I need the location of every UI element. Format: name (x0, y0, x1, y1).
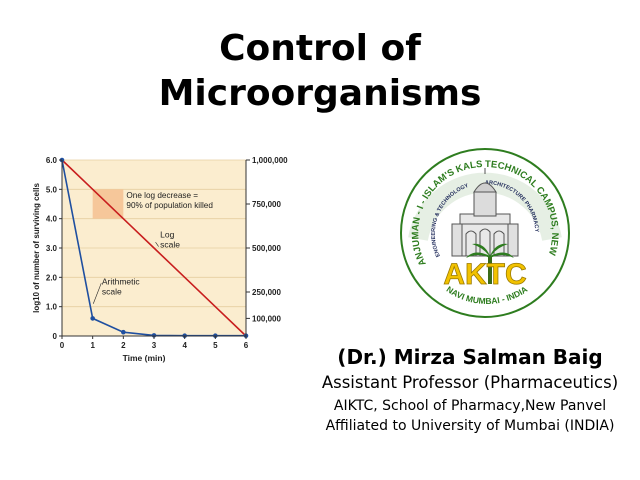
author-school: AIKTC, School of Pharmacy,New Panvel (333, 398, 607, 414)
x-tick-label: 6 (244, 341, 249, 350)
author-name: (Dr.) Mirza Salman Baig (337, 345, 603, 369)
series-point (90, 316, 95, 321)
x-tick-label: 3 (152, 341, 157, 350)
x-tick-label: 1 (90, 341, 95, 350)
author-affiliation: Affiliated to University of Mumbai (INDI… (325, 418, 615, 434)
survival-curve-chart: One log decrease = 90% of population kill… (30, 146, 306, 366)
series-point (121, 329, 126, 335)
y-tick-label: 4.0 (46, 215, 58, 224)
y-tick-label: 2.0 (46, 273, 58, 282)
logo-svg: ANJUMAN - I - ISLAM'S KALSEKAR TECHNICAL… (393, 136, 570, 318)
series-point (151, 333, 157, 338)
y-right-tick-label: 750,000 (252, 200, 281, 209)
y-tick-label: 5.0 (46, 185, 58, 194)
series-label-log: Log (160, 230, 174, 240)
annotation-text: 90% of population killed (126, 201, 213, 210)
chart-svg: One log decrease =90% of population kill… (32, 156, 288, 363)
title-line-1: Control of (219, 28, 421, 69)
college-logo: ANJUMAN - I - ISLAM'S KALSEKAR TECHNICAL… (393, 136, 574, 322)
y-tick-label: 1.0 (46, 303, 58, 312)
x-tick-label: 0 (60, 341, 65, 350)
y-right-tick-label: 500,000 (252, 244, 281, 253)
annotation-text: One log decrease = (126, 191, 198, 200)
y-tick-label: 3.0 (46, 244, 58, 253)
series-label-leader (155, 241, 159, 247)
x-tick-label: 4 (182, 341, 187, 350)
author-role: Assistant Professor (Pharmaceutics) (321, 373, 619, 392)
y-tick-label: 6.0 (46, 156, 58, 165)
series-label-leader (93, 283, 102, 304)
y-right-tick-label: 1,000,000 (252, 156, 288, 165)
series-line (61, 159, 247, 337)
x-tick-label: 5 (213, 341, 218, 350)
author-block: (Dr.) Mirza Salman Baig Assistant Profes… (300, 344, 640, 436)
series-label-arithmetic: scale (102, 287, 122, 297)
series-label-log: scale (160, 240, 180, 250)
x-axis-title: Time (min) (123, 353, 166, 363)
y-tick-label: 0 (53, 332, 58, 341)
title-line-2: Microorganisms (158, 73, 482, 114)
logo-monogram: AKTC (443, 258, 526, 291)
slide-title: Control of Microorganisms (0, 26, 640, 116)
y-axis-title: log10 of number of surviving cells (32, 183, 41, 313)
y-right-tick-label: 100,000 (252, 314, 281, 323)
series-label-arithmetic: Arithmetic (102, 277, 141, 287)
y-right-tick-label: 250,000 (252, 288, 281, 297)
palm-tree-icon (466, 243, 514, 284)
x-tick-label: 2 (121, 341, 126, 350)
